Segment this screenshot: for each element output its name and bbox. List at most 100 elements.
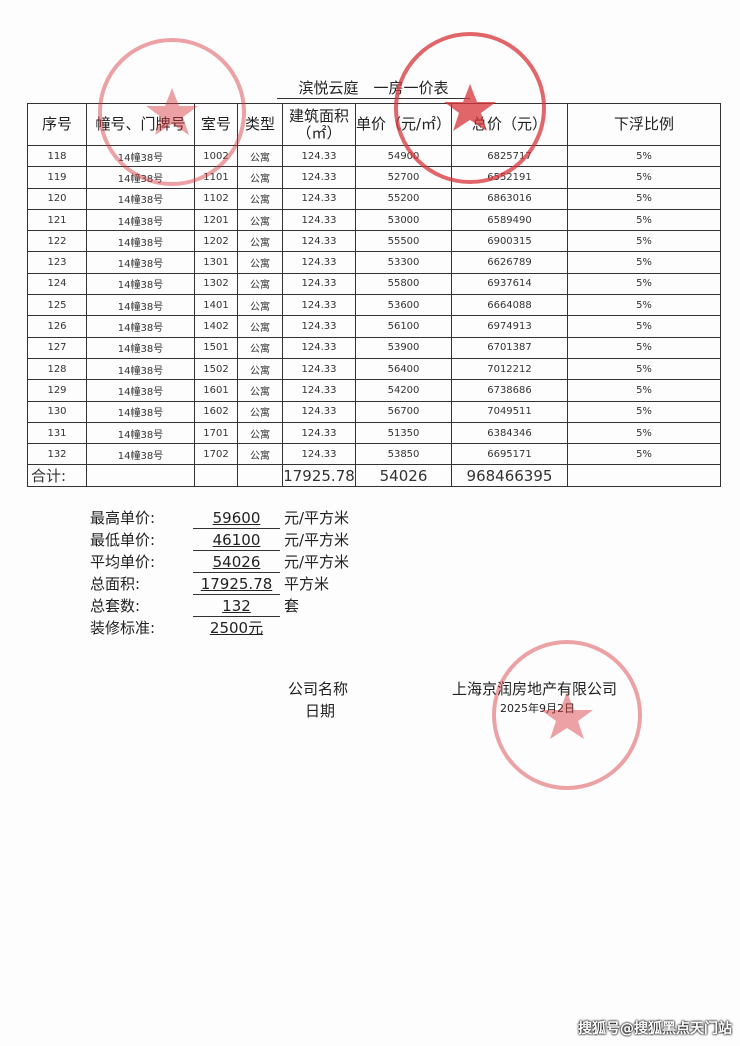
table-cell: 124.33 bbox=[282, 421, 356, 445]
table-cell: 14幢38号 bbox=[86, 144, 195, 168]
table-cell: 1202 bbox=[194, 230, 238, 253]
table-cell: 5% bbox=[567, 421, 721, 445]
table-cell: 56100 bbox=[355, 315, 452, 338]
total-unit-price: 54026 bbox=[355, 464, 452, 488]
total-label: 合计: bbox=[27, 464, 87, 488]
table-cell: 124 bbox=[27, 272, 87, 296]
table-cell: 6589490 bbox=[451, 208, 568, 232]
underline bbox=[193, 550, 280, 551]
summary-value: 59600 bbox=[212, 509, 261, 527]
table-cell: 1401 bbox=[194, 294, 238, 317]
table-cell: 5% bbox=[567, 357, 721, 381]
table-cell: 14幢38号 bbox=[86, 443, 195, 466]
total-area: 17925.78 bbox=[282, 464, 356, 488]
table-cell: 124.33 bbox=[282, 336, 356, 359]
table-cell: 121 bbox=[27, 208, 87, 232]
table-row: 124 14幢38号 1302 公寓 124.33 55800 6937614 5% bbox=[27, 272, 721, 296]
summary-unit: 平方米 bbox=[284, 575, 330, 593]
column-header: 室号 bbox=[194, 103, 238, 146]
table-cell: 5% bbox=[567, 400, 721, 423]
table-cell: 1502 bbox=[194, 357, 238, 381]
table-cell: 6701387 bbox=[451, 336, 568, 359]
table-cell: 1301 bbox=[194, 251, 238, 274]
table-cell: 6900315 bbox=[451, 230, 568, 253]
table-cell: 5% bbox=[567, 251, 721, 274]
table-cell: 公寓 bbox=[237, 294, 283, 317]
table-cell: 132 bbox=[27, 443, 87, 466]
table-cell: 6552191 bbox=[451, 166, 568, 189]
table-cell: 53600 bbox=[355, 294, 452, 317]
empty-cell bbox=[194, 464, 238, 488]
table-cell: 公寓 bbox=[237, 357, 283, 381]
company-name: 上海京润房地产有限公司 bbox=[452, 680, 618, 698]
table-cell: 124.33 bbox=[282, 357, 356, 381]
table-cell: 7049511 bbox=[451, 400, 568, 423]
empty-cell bbox=[86, 464, 195, 488]
summary-label: 最低单价: bbox=[90, 531, 156, 549]
table-cell: 54200 bbox=[355, 379, 452, 402]
summary-value: 132 bbox=[222, 597, 251, 615]
table-cell: 1201 bbox=[194, 208, 238, 232]
table-cell: 6626789 bbox=[451, 251, 568, 274]
table-cell: 1701 bbox=[194, 421, 238, 445]
underline bbox=[193, 616, 280, 617]
table-cell: 5% bbox=[567, 443, 721, 466]
column-header: 幢号、门牌号 bbox=[86, 103, 195, 146]
table-cell: 130 bbox=[27, 400, 87, 423]
table-cell: 公寓 bbox=[237, 187, 283, 210]
table-cell: 53000 bbox=[355, 208, 452, 232]
table-cell: 公寓 bbox=[237, 421, 283, 445]
summary-value: 54026 bbox=[212, 553, 261, 571]
table-cell: 128 bbox=[27, 357, 87, 381]
table-cell: 124.33 bbox=[282, 251, 356, 274]
table-row: 118 14幢38号 1002 公寓 124.33 54900 6825717 5% bbox=[27, 144, 721, 168]
summary-unit: 元/平方米 bbox=[284, 553, 350, 571]
table-cell: 14幢38号 bbox=[86, 421, 195, 445]
table-cell: 1702 bbox=[194, 443, 238, 466]
table-cell: 55200 bbox=[355, 187, 452, 210]
table-row: 132 14幢38号 1702 公寓 124.33 53850 6695171 5% bbox=[27, 443, 721, 466]
table-cell: 1102 bbox=[194, 187, 238, 210]
table-cell: 124.33 bbox=[282, 315, 356, 338]
table-cell: 14幢38号 bbox=[86, 230, 195, 253]
table-cell: 124.33 bbox=[282, 230, 356, 253]
document-title: 滨悦云庭 一房一价表 bbox=[277, 78, 470, 99]
column-header: 下浮比例 bbox=[567, 103, 721, 146]
table-cell: 6974913 bbox=[451, 315, 568, 338]
table-cell: 5% bbox=[567, 379, 721, 402]
table-cell: 6384346 bbox=[451, 421, 568, 445]
table-row: 120 14幢38号 1102 公寓 124.33 55200 6863016 5% bbox=[27, 187, 721, 210]
table-cell: 1101 bbox=[194, 166, 238, 189]
summary-unit: 元/平方米 bbox=[284, 531, 350, 549]
table-cell: 52700 bbox=[355, 166, 452, 189]
table-cell: 公寓 bbox=[237, 379, 283, 402]
table-row: 126 14幢38号 1402 公寓 124.33 56100 6974913 5% bbox=[27, 315, 721, 338]
table-cell: 53300 bbox=[355, 251, 452, 274]
table-cell: 53900 bbox=[355, 336, 452, 359]
signature-date: 2025年9月2日 bbox=[500, 702, 575, 715]
summary-label: 装修标准: bbox=[90, 619, 156, 637]
table-cell: 公寓 bbox=[237, 208, 283, 232]
table-cell: 14幢38号 bbox=[86, 208, 195, 232]
table-cell: 124.33 bbox=[282, 294, 356, 317]
table-cell: 1302 bbox=[194, 272, 238, 296]
column-header: 单价（元/㎡） bbox=[355, 103, 452, 146]
table-cell: 129 bbox=[27, 379, 87, 402]
table-cell: 6738686 bbox=[451, 379, 568, 402]
table-cell: 公寓 bbox=[237, 272, 283, 296]
table-cell: 120 bbox=[27, 187, 87, 210]
table-cell: 124.33 bbox=[282, 187, 356, 210]
table-cell: 6863016 bbox=[451, 187, 568, 210]
table-cell: 5% bbox=[567, 144, 721, 168]
table-cell: 1501 bbox=[194, 336, 238, 359]
table-row: 119 14幢38号 1101 公寓 124.33 52700 6552191 5% bbox=[27, 166, 721, 189]
table-cell: 124.33 bbox=[282, 379, 356, 402]
table-row: 122 14幢38号 1202 公寓 124.33 55500 6900315 5% bbox=[27, 230, 721, 253]
table-cell: 14幢38号 bbox=[86, 400, 195, 423]
table-cell: 5% bbox=[567, 272, 721, 296]
table-cell: 公寓 bbox=[237, 336, 283, 359]
table-cell: 14幢38号 bbox=[86, 357, 195, 381]
summary-label: 总面积: bbox=[90, 575, 141, 593]
table-cell: 126 bbox=[27, 315, 87, 338]
